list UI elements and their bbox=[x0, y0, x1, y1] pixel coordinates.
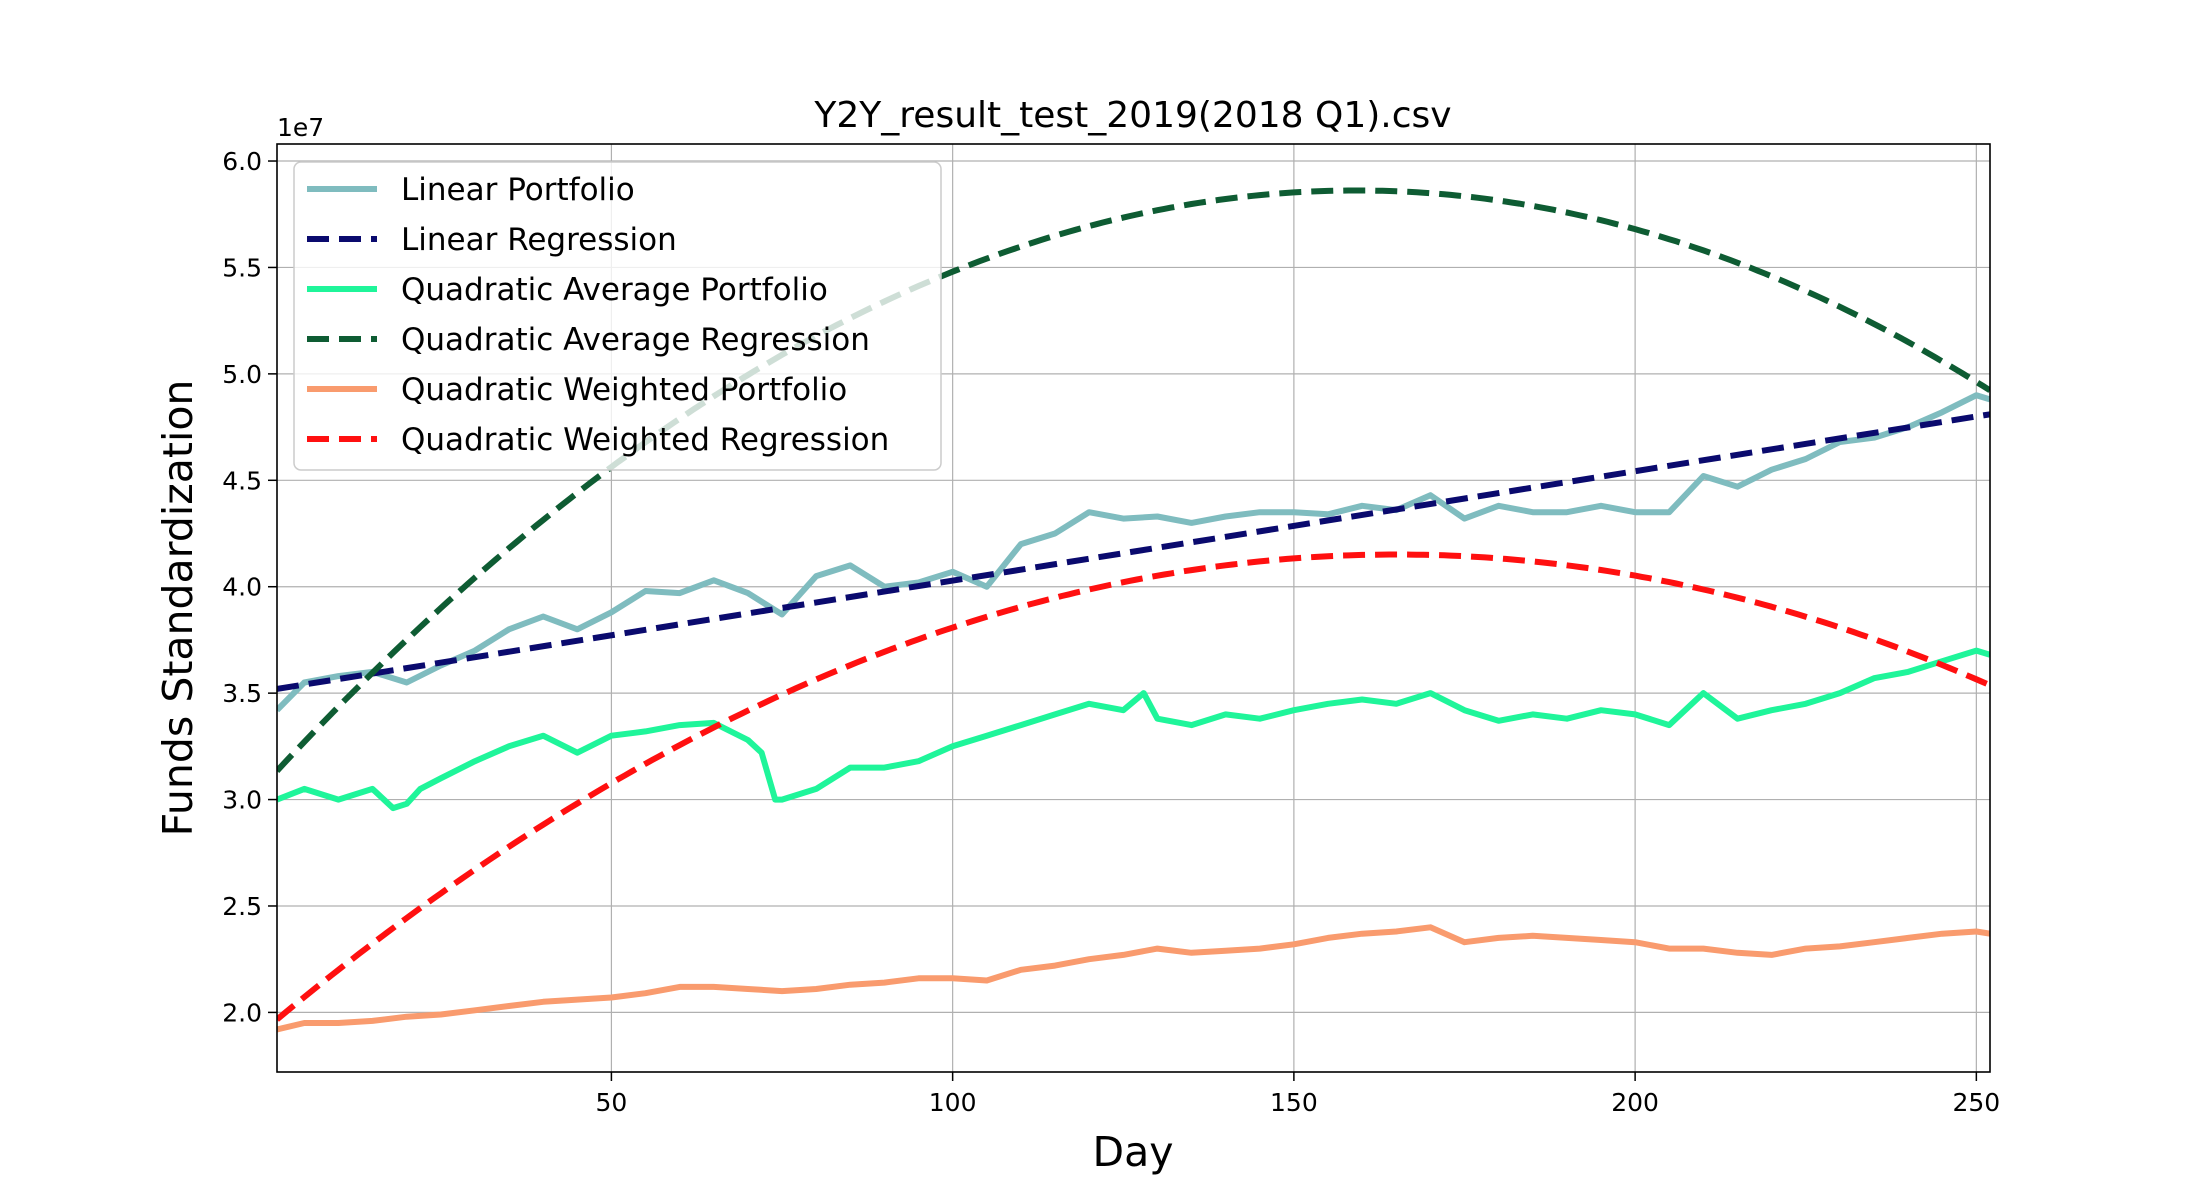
y-tick-label: 5.5 bbox=[222, 253, 262, 282]
plot-series bbox=[277, 187, 1990, 1033]
x-tick-label: 150 bbox=[1270, 1088, 1318, 1117]
series-line-quadratic-weighted-regression bbox=[277, 551, 1990, 1022]
x-tick-label: 50 bbox=[596, 1088, 628, 1117]
y-tick-label: 2.0 bbox=[222, 998, 262, 1027]
axis-ticks: 50 100 150 200 250 2.0 2.5 3.0 3.5 4.0 4.5 5.0 5.5 6.… bbox=[222, 147, 2000, 1117]
legend-label: Quadratic Weighted Regression bbox=[401, 422, 889, 458]
legend-box bbox=[293, 161, 942, 471]
y-tick-label: 6.0 bbox=[222, 147, 262, 176]
chart-title: Y2Y_result_test_2019(2018 Q1).csv bbox=[813, 95, 1451, 136]
y-offset-label: 1e7 bbox=[277, 113, 324, 142]
series-line-quadratic-weighted-portfolio bbox=[277, 924, 1990, 1033]
y-tick-label: 4.5 bbox=[222, 466, 262, 495]
legend: Linear Portfolio Linear Regression Quadrat… bbox=[293, 161, 942, 471]
series-line-linear-regression bbox=[277, 411, 1990, 692]
axes-frame bbox=[276, 143, 1991, 1073]
legend-label: Quadratic Weighted Portfolio bbox=[401, 372, 847, 408]
x-tick-label: 250 bbox=[1952, 1088, 2000, 1117]
legend-label: Linear Regression bbox=[401, 222, 677, 258]
y-tick-label: 4.0 bbox=[222, 573, 262, 602]
legend-label: Quadratic Average Portfolio bbox=[401, 272, 828, 308]
x-tick-label: 200 bbox=[1611, 1088, 1659, 1117]
legend-label: Linear Portfolio bbox=[401, 172, 635, 208]
series-line-quadratic-average-regression bbox=[277, 187, 1990, 773]
legend-label: Quadratic Average Regression bbox=[401, 322, 870, 358]
y-axis-label: Funds Standardization bbox=[154, 380, 202, 837]
x-tick-label: 100 bbox=[929, 1088, 977, 1117]
series-line-linear-portfolio bbox=[277, 392, 1990, 713]
series-line-quadratic-average-portfolio bbox=[277, 647, 1990, 812]
x-axis-label: Day bbox=[1093, 1128, 1174, 1176]
y-tick-label: 5.0 bbox=[222, 360, 262, 389]
y-tick-label: 3.5 bbox=[222, 679, 262, 708]
y-tick-label: 3.0 bbox=[222, 786, 262, 815]
y-tick-label: 2.5 bbox=[222, 892, 262, 921]
